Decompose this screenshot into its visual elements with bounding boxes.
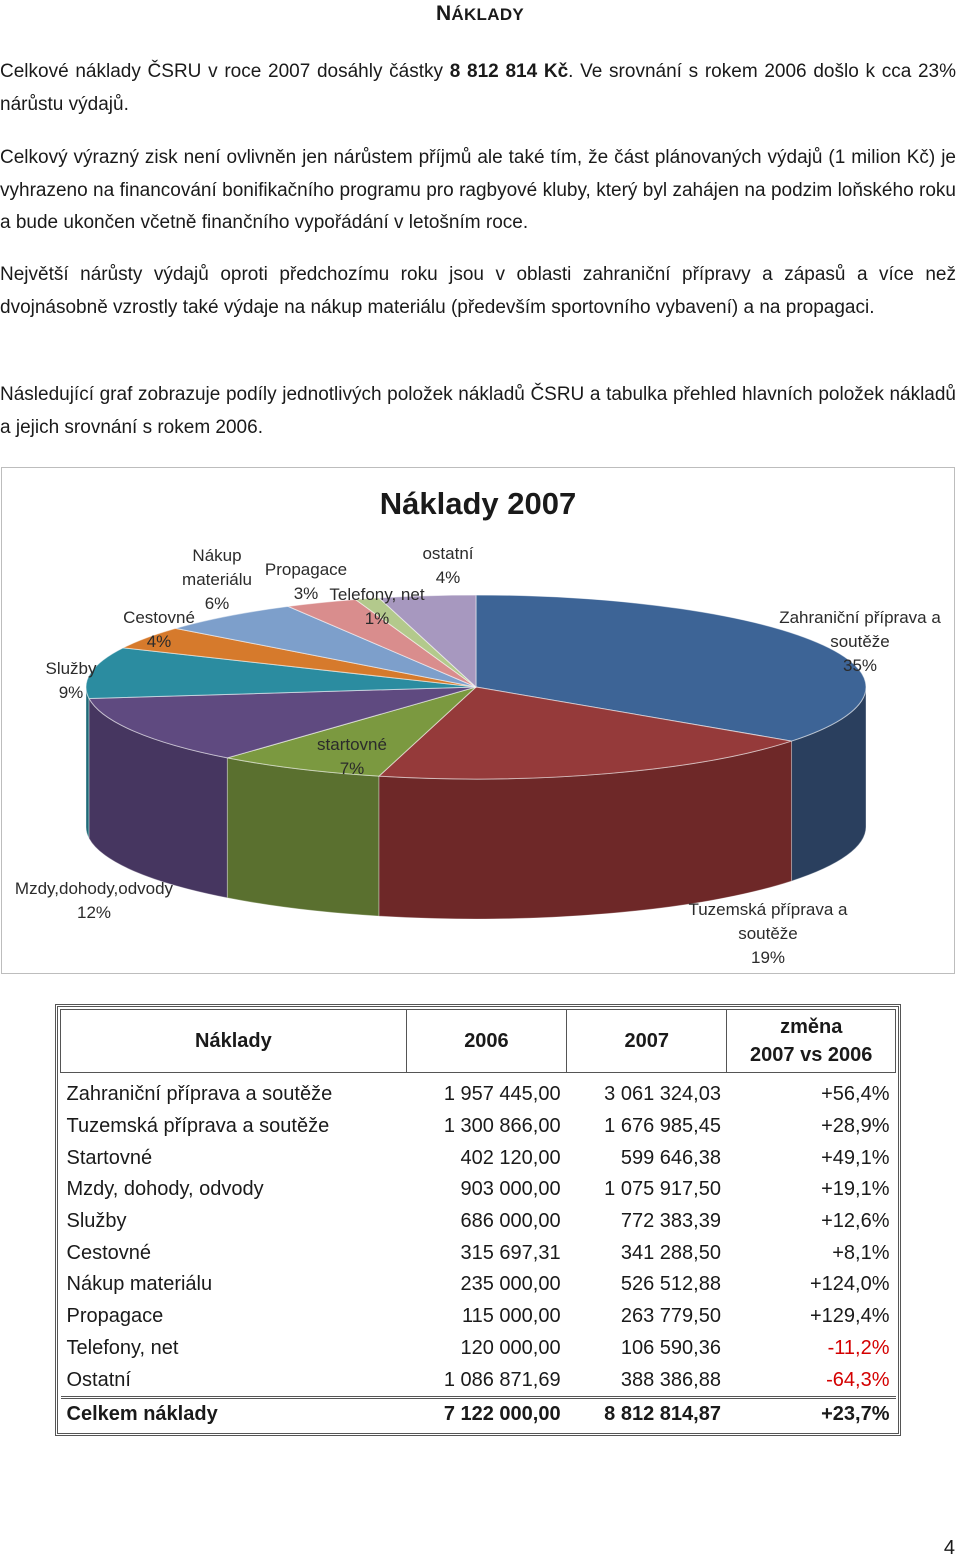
cell-name: Celkem náklady [60, 1395, 407, 1431]
pie-slice-6 [175, 605, 477, 688]
pie-chart-frame [1, 467, 955, 974]
cell-y2006: 115 000,00 [461, 1305, 561, 1328]
cell-y2006: 1 300 866,00 [443, 1115, 561, 1138]
cell-change: -11,2% [827, 1336, 890, 1359]
table-row: Nákup materiálu 235 000,00 526 512,88 +124,… [61, 1269, 896, 1301]
label-ostatni: ostatní 4% [422, 544, 474, 587]
cell-y2007: 526 512,88 [620, 1273, 721, 1296]
cell-name: Ostatní [66, 1368, 131, 1391]
label-nakup: Nákup materiálu 6% [182, 546, 252, 613]
page-number: 4 [943, 1537, 955, 1559]
pie-slice-0 [475, 594, 867, 742]
pie-slice-4 [85, 647, 477, 700]
table-row: Ostatní 1 086 871,69 388 386,88 -64,3% [61, 1364, 896, 1397]
cell-y2007: 1 075 917,50 [604, 1178, 721, 1201]
label-telefony: Telefony, net 1% [329, 585, 425, 628]
table-row: Mzdy, dohody, odvody 903 000,00 1 075 917,… [61, 1174, 896, 1206]
label-mzdy: Mzdy,dohody,odvody 12% [14, 879, 174, 922]
pie-slice-1 [377, 686, 792, 780]
cell-y2006: 120 000,00 [460, 1336, 561, 1359]
table-row: Startovné 402 120,00 599 646,38 +49,1% [61, 1142, 896, 1174]
header-2006: 2006 [405, 1009, 568, 1073]
pie-slice-3 [88, 686, 477, 759]
cell-name: Propagace [66, 1305, 164, 1328]
pie-slice-9 [377, 594, 477, 689]
cell-name: Zahraniční příprava a soutěže [66, 1083, 333, 1106]
paragraph-increases: Největší nárůsty výdajů oproti předchozí… [0, 264, 956, 318]
label-tuzemska: Tuzemská příprava a soutěže 19% [688, 900, 848, 967]
table-header-row: Náklady 2006 2007 změna 2007 vs 2006 [60, 1009, 896, 1073]
cell-y2007: 106 590,36 [620, 1336, 721, 1359]
table-row: Tuzemská příprava a soutěže 1 300 866,00 1… [61, 1111, 896, 1143]
label-zahranicni: Zahraniční příprava a soutěže 35% [779, 608, 941, 675]
cell-change: +129,4% [809, 1305, 890, 1328]
costs-table: Náklady 2006 2007 změna 2007 vs 2006 Zahr… [60, 1009, 896, 1431]
cell-y2007: 1 676 985,45 [604, 1115, 721, 1138]
cell-name: Služby [66, 1210, 127, 1233]
table-row: Cestovné 315 697,31 341 288,50 +8,1% [61, 1237, 896, 1269]
cell-change: +23,7% [726, 1395, 896, 1431]
table-row: Zahraniční příprava a soutěže 1 957 445,0… [61, 1073, 896, 1111]
cell-name: Mzdy, dohody, odvody [66, 1178, 264, 1201]
cell-y2007: 8 812 814,87 [566, 1395, 727, 1431]
paragraph-profit: Celkový výrazný zisk není ovlivněn jen n… [0, 147, 956, 233]
paragraph-total-costs: Celkové náklady ČSRU v roce 2007 dosáhly… [0, 61, 956, 115]
costs-table-wrapper: Náklady 2006 2007 změna 2007 vs 2006 Zahr… [55, 1004, 901, 1436]
paragraph-chart-intro: Následující graf zobrazuje podíly jednot… [0, 384, 956, 438]
cell-change: +28,9% [821, 1115, 890, 1138]
label-cestovne: Cestovné 4% [123, 608, 195, 651]
cell-name: Cestovné [66, 1241, 152, 1264]
cell-change: +8,1% [832, 1241, 890, 1264]
table-row: Telefony, net 120 000,00 106 590,36 -11,2% [61, 1333, 896, 1365]
cell-name: Nákup materiálu [66, 1273, 213, 1296]
header-2007: 2007 [566, 1009, 728, 1073]
cell-change: +124,0% [809, 1273, 890, 1296]
pie-side-2 [226, 757, 380, 917]
cell-y2006: 235 000,00 [460, 1273, 561, 1296]
cell-y2006: 686 000,00 [460, 1210, 561, 1233]
label-propagace: Propagace 3% [264, 560, 348, 603]
cell-y2007: 341 288,50 [620, 1241, 721, 1264]
cell-y2006: 903 000,00 [460, 1178, 561, 1201]
section-heading: NÁKLADY [435, 2, 525, 25]
label-sluzby: Služby 9% [45, 659, 97, 702]
chart-title: Náklady 2007 [379, 486, 577, 521]
cell-y2006: 1 086 871,69 [443, 1368, 561, 1391]
table-total-row: Celkem náklady 7 122 000,00 8 812 814,87 +2… [60, 1395, 896, 1431]
pie-chart [85, 594, 867, 920]
cell-y2007: 263 779,50 [620, 1305, 721, 1328]
cell-y2007: 3 061 324,03 [604, 1083, 721, 1106]
cell-y2007: 599 646,38 [620, 1146, 721, 1169]
cell-change: -64,3% [826, 1368, 890, 1391]
label-startovne: startovné 7% [317, 735, 387, 778]
cell-change: +19,1% [821, 1178, 890, 1201]
pie-slice-2 [227, 686, 477, 777]
table-body: Zahraniční příprava a soutěže 1 957 445,0… [60, 1073, 896, 1431]
cell-name: Tuzemská příprava a soutěže [66, 1115, 330, 1138]
table-row: Služby 686 000,00 772 383,39 +12,6% [61, 1206, 896, 1238]
cell-y2006: 402 120,00 [460, 1146, 561, 1169]
cell-name: Startovné [66, 1146, 153, 1169]
cell-y2006: 7 122 000,00 [406, 1395, 567, 1431]
cell-y2006: 315 697,31 [460, 1241, 561, 1264]
header-naklady: Náklady [60, 1009, 407, 1073]
cell-y2007: 772 383,39 [620, 1210, 721, 1233]
table-row: Propagace 115 000,00 263 779,50 +129,4% [61, 1301, 896, 1333]
cell-change: +49,1% [821, 1146, 890, 1169]
cell-change: +56,4% [821, 1083, 890, 1106]
cell-y2006: 1 957 445,00 [443, 1083, 561, 1106]
cell-name: Telefony, net [66, 1336, 179, 1359]
cell-change: +12,6% [821, 1210, 890, 1233]
cell-y2007: 388 386,88 [620, 1368, 721, 1391]
header-change: změna 2007 vs 2006 [726, 1009, 896, 1073]
